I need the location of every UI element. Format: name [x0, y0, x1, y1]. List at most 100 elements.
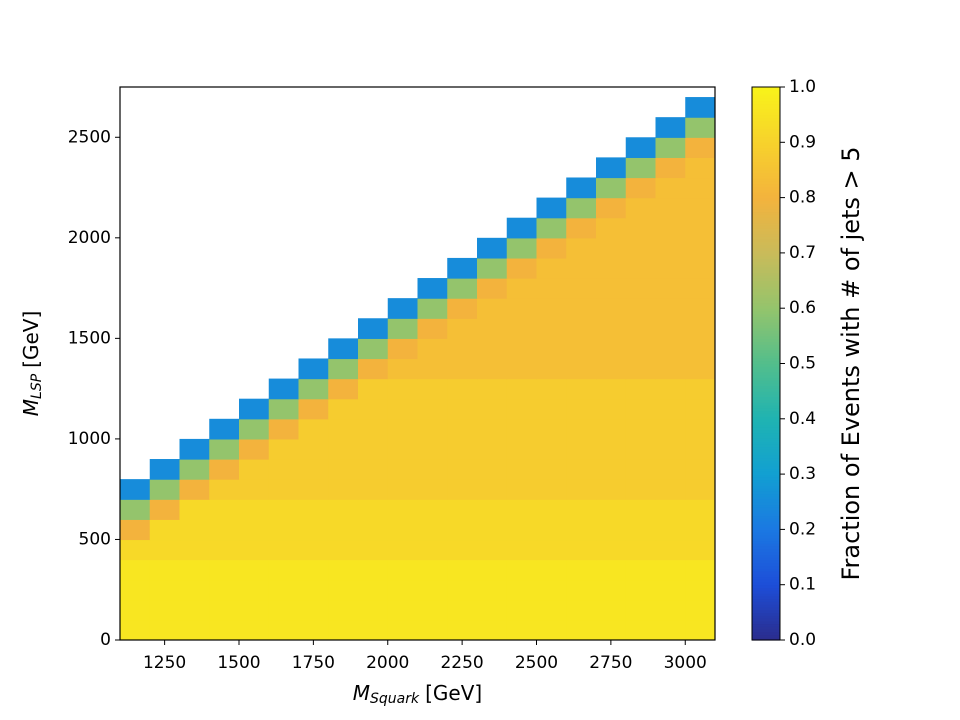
heatmap-cell — [566, 479, 597, 500]
colorbar-segment — [752, 449, 780, 453]
colorbar-segment — [752, 120, 780, 124]
heatmap-cell — [596, 217, 627, 239]
heatmap-cell — [239, 539, 270, 561]
label-subscript: Squark — [370, 691, 420, 707]
colorbar-segment — [752, 623, 780, 627]
heatmap-cell — [328, 338, 359, 360]
heatmap-cell — [477, 418, 508, 440]
colorbar-segment — [752, 413, 780, 417]
heatmap-cell — [149, 499, 181, 520]
y-tick-label: 1000 — [68, 429, 111, 449]
heatmap-cell — [358, 599, 389, 621]
heatmap-cell — [477, 358, 508, 380]
colorbar-segment — [752, 374, 780, 378]
heatmap-cell — [625, 579, 657, 601]
heatmap-cell — [209, 418, 240, 440]
heatmap-cell — [506, 217, 538, 239]
heatmap-cell — [566, 539, 597, 561]
heatmap-cell — [506, 479, 538, 500]
heatmap-cell — [655, 338, 686, 360]
colorbar-segment — [752, 327, 780, 331]
x-tick-label: 2750 — [589, 653, 632, 673]
heatmap-cell — [149, 479, 181, 500]
colorbar-tick-label: 0.5 — [789, 354, 816, 374]
colorbar-segment — [752, 457, 780, 461]
colorbar-segment — [752, 255, 780, 260]
label-symbol: M — [353, 681, 370, 705]
colorbar-segment — [752, 551, 780, 555]
heatmap-cell — [298, 438, 329, 460]
heatmap-cell — [655, 459, 686, 480]
heatmap-cell — [596, 197, 627, 219]
y-tick-label: 2000 — [68, 228, 111, 248]
heatmap-cell — [506, 358, 538, 380]
colorbar-segment — [752, 382, 780, 387]
heatmap-cell — [536, 197, 567, 219]
heatmap-cell — [655, 499, 686, 520]
colorbar-segment — [752, 515, 780, 519]
heatmap-cell — [387, 479, 419, 500]
heatmap-cell — [447, 499, 478, 520]
y-axis-label: MLSP [GeV] — [19, 311, 46, 417]
colorbar-segment — [752, 391, 780, 395]
heatmap-cell — [566, 599, 597, 621]
colorbar-segment — [752, 158, 780, 163]
colorbar-segment — [752, 493, 780, 497]
colorbar-segment — [752, 507, 780, 511]
colorbar-tick-label: 0.2 — [789, 519, 816, 539]
colorbar-segment — [752, 277, 780, 282]
heatmap-cell — [536, 619, 567, 640]
heatmap-cell — [536, 298, 567, 319]
colorbar-tick-label: 0.4 — [789, 409, 816, 429]
heatmap-cell — [447, 479, 478, 500]
colorbar-segment — [752, 360, 780, 365]
heatmap-cell — [268, 398, 300, 420]
colorbar-segment — [752, 117, 780, 121]
heatmap-cell — [596, 298, 627, 319]
colorbar-segment — [752, 601, 780, 605]
heatmap-cell — [298, 559, 329, 581]
heatmap-cell — [685, 599, 715, 621]
colorbar-segment — [752, 396, 780, 401]
heatmap-cell — [477, 579, 508, 601]
colorbar-segment — [752, 305, 780, 309]
colorbar-segment — [752, 214, 780, 218]
heatmap-cell — [536, 459, 567, 480]
colorbar-segment — [752, 103, 780, 107]
colorbar-segment — [752, 167, 780, 171]
colorbar-segment — [752, 438, 780, 442]
heatmap-cell — [625, 157, 657, 179]
colorbar-segment — [752, 266, 780, 271]
x-tick-label: 2000 — [366, 653, 409, 673]
heatmap-cell — [447, 438, 478, 460]
heatmap-cell — [298, 579, 329, 601]
colorbar-segment — [752, 504, 780, 508]
colorbar-segment — [752, 463, 780, 467]
heatmap-cell — [655, 398, 686, 420]
heatmap-cell — [506, 519, 538, 541]
heatmap-cell — [566, 217, 597, 239]
heatmap-cell — [120, 539, 151, 561]
colorbar-segment — [752, 446, 780, 450]
heatmap-cell — [328, 479, 359, 500]
heatmap-cell — [477, 519, 508, 541]
colorbar-segment — [752, 241, 780, 246]
heatmap-cell — [417, 298, 448, 319]
colorbar-segment — [752, 534, 780, 539]
colorbar-segment — [752, 111, 780, 116]
colorbar-segment — [752, 402, 780, 406]
heatmap-cell — [417, 539, 448, 561]
heatmap-cell — [536, 358, 567, 380]
colorbar-segment — [752, 150, 780, 154]
heatmap-cell — [536, 579, 567, 601]
heatmap-cell — [566, 177, 597, 199]
colorbar-segment — [752, 181, 780, 185]
heatmap-cell — [298, 619, 329, 640]
heatmap-cell — [328, 459, 359, 480]
heatmap-cell — [536, 338, 567, 360]
heatmap-cell — [298, 398, 329, 420]
colorbar-segment — [752, 454, 780, 459]
heatmap-cell — [387, 519, 419, 541]
heatmap-cell — [596, 318, 627, 339]
